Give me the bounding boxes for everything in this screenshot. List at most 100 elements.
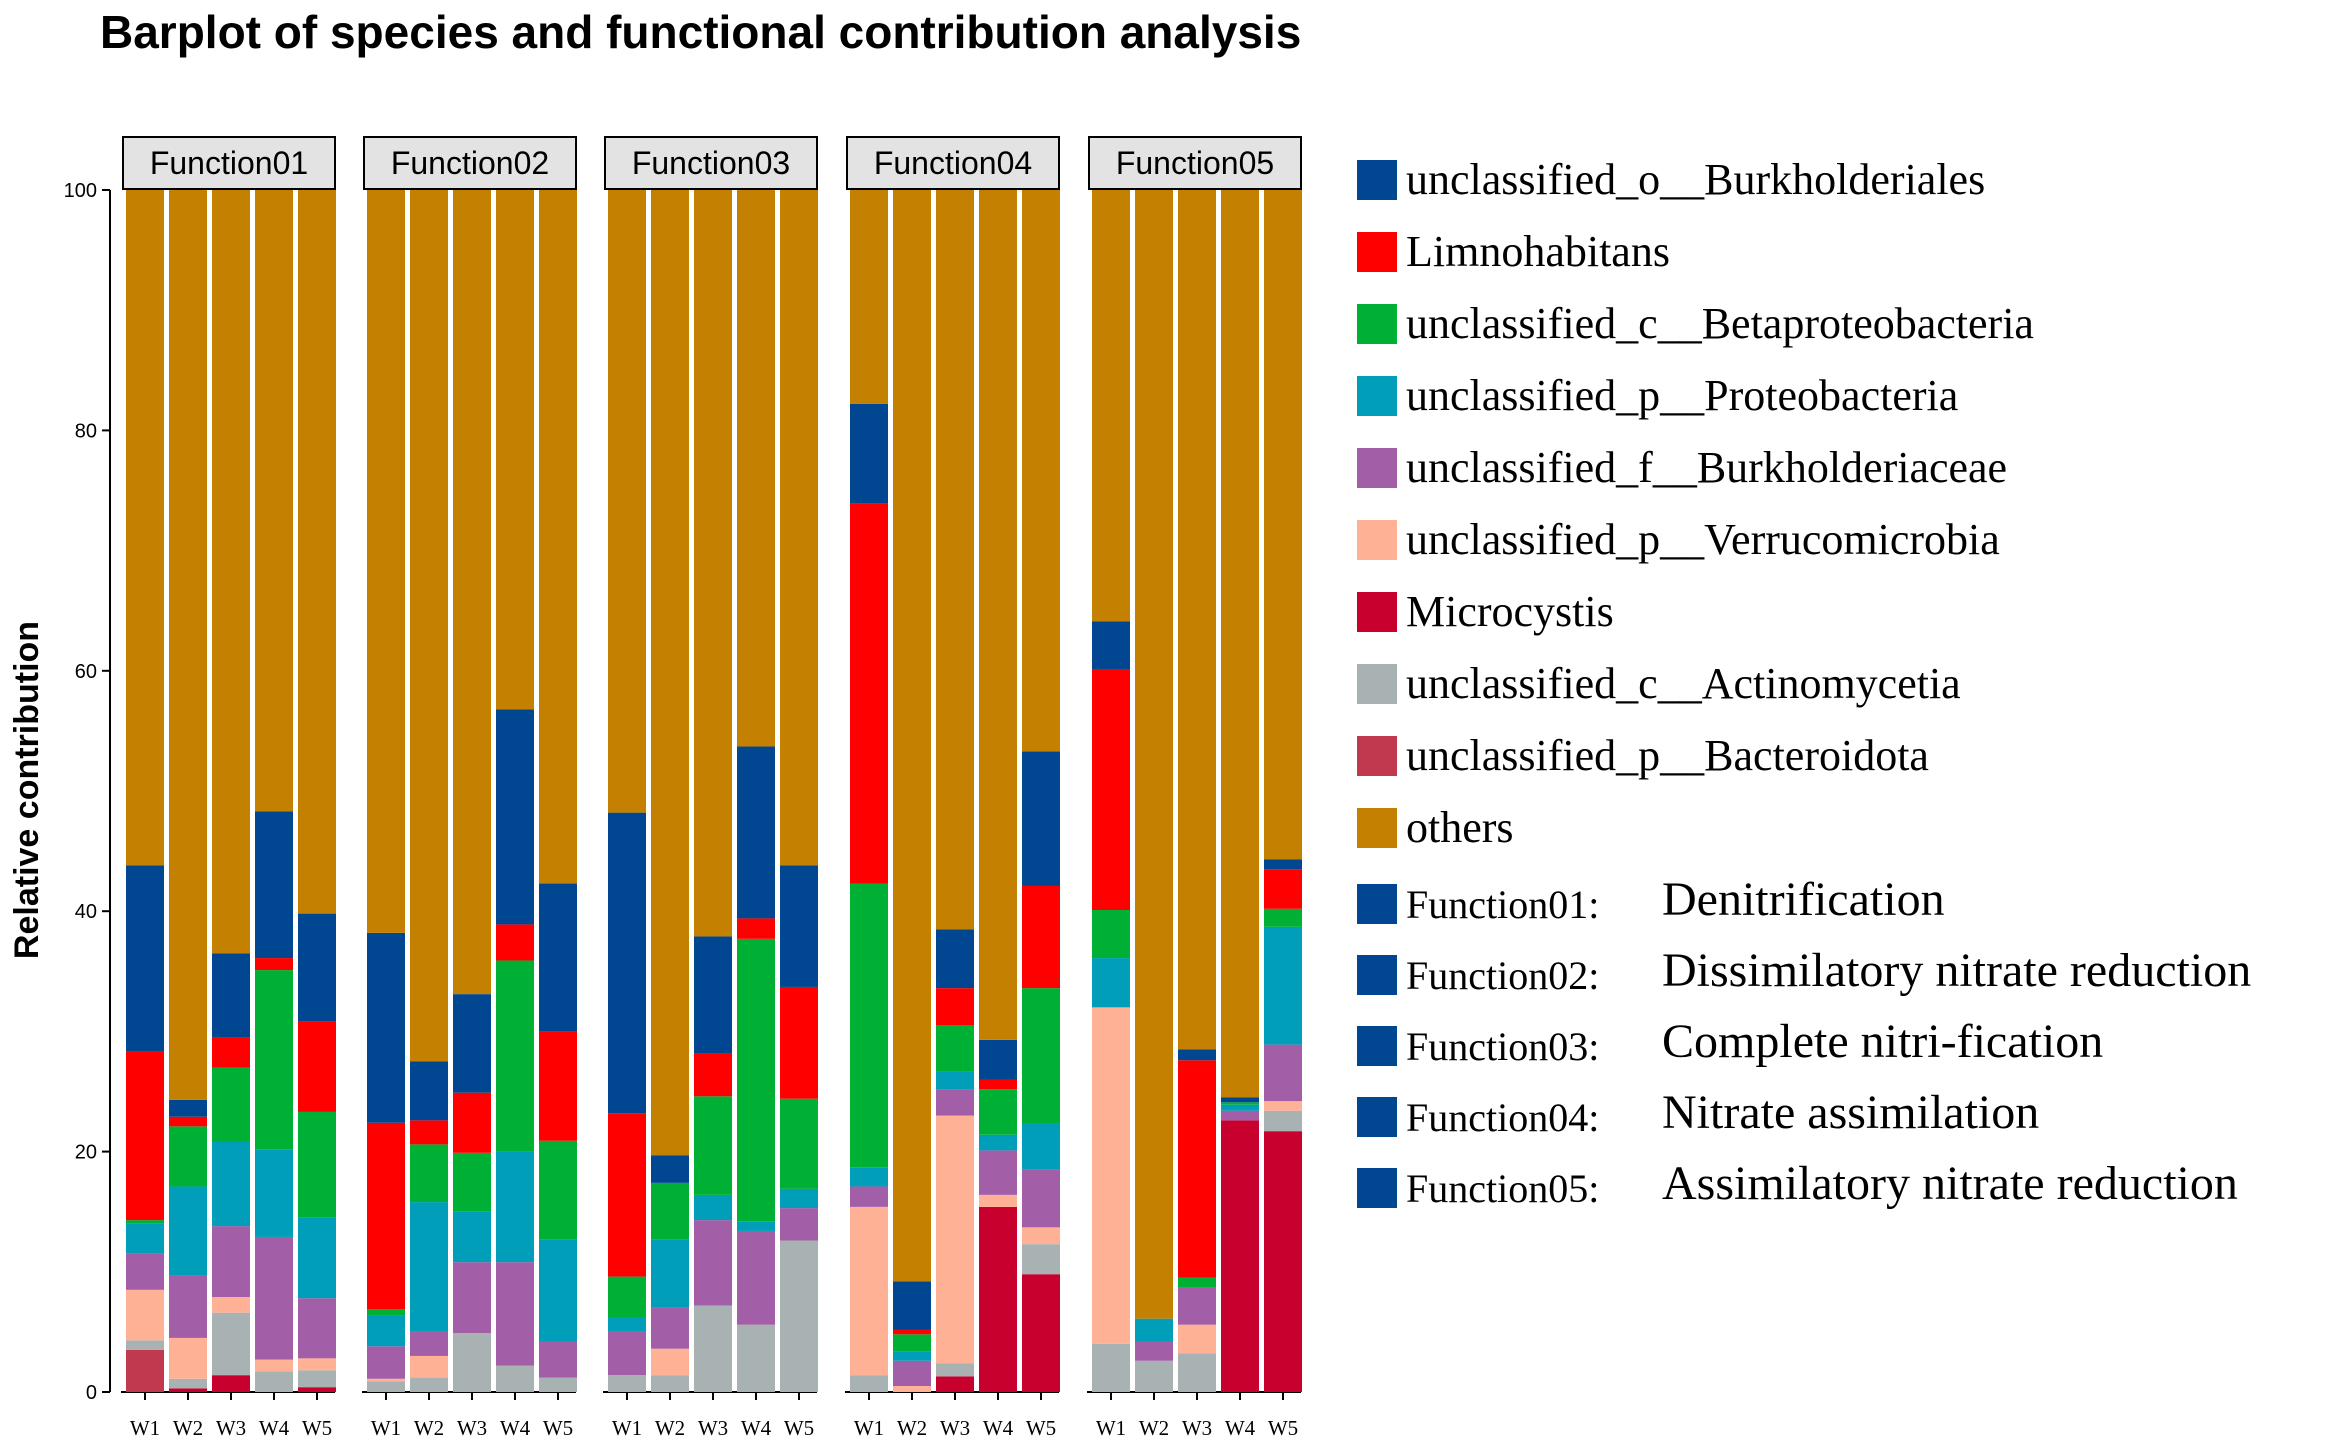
bar-segment-unclassified-c-actinomycetia	[126, 1340, 164, 1350]
panel-function04: Function04 W1 W2 W3 W4 W5	[845, 136, 1060, 1440]
bar-segment-unclassified-c-betaproteobacteria	[979, 1089, 1017, 1135]
legend-label: unclassified_p__Verrucomicrobia	[1406, 515, 2000, 564]
bar-function02-w4	[496, 190, 534, 1392]
bar-segment-unclassified-f-burkholderiaceae	[608, 1331, 646, 1376]
bar-segment-unclassified-f-burkholderiaceae	[367, 1346, 405, 1379]
legend-swatch	[1357, 376, 1397, 416]
legend-swatch	[1357, 448, 1397, 488]
bar-segment-unclassified-c-actinomycetia	[1264, 1110, 1302, 1132]
bar-function03-w2	[651, 190, 689, 1392]
bar-segment-unclassified-c-actinomycetia	[1022, 1244, 1060, 1275]
bar-segment-limnohabitans	[608, 1113, 646, 1277]
bar-segment-unclassified-c-betaproteobacteria	[126, 1220, 164, 1224]
bar-function02-w3	[453, 190, 491, 1392]
bar-segment-unclassified-c-betaproteobacteria	[1221, 1102, 1259, 1105]
bar-segment-unclassified-p-verrucomicrobia	[651, 1348, 689, 1376]
bar-segment-unclassified-p-proteobacteria	[651, 1239, 689, 1308]
legend-swatch	[1357, 736, 1397, 776]
bar-function05-w2	[1135, 190, 1173, 1392]
bar-function01-w3	[212, 190, 250, 1392]
bar-segment-limnohabitans	[1092, 669, 1130, 910]
bar-segment-unclassified-p-verrucomicrobia	[1178, 1324, 1216, 1354]
panels: Function01 W1 W2 W3 W4 W5 Function02 W1 W2 W3 W4 W5…	[121, 136, 1302, 1440]
bar-segment-unclassified-p-verrucomicrobia	[979, 1194, 1017, 1207]
bar-segment-unclassified-f-burkholderiaceae	[298, 1298, 336, 1359]
bar-segment-others	[1135, 190, 1173, 1319]
bar-segment-unclassified-c-betaproteobacteria	[1264, 908, 1302, 927]
bar-segment-unclassified-c-betaproteobacteria	[893, 1334, 931, 1352]
bar-segment-unclassified-p-proteobacteria	[255, 1149, 293, 1237]
bar-segment-limnohabitans	[737, 918, 775, 939]
bar-segment-unclassified-f-burkholderiaceae	[126, 1253, 164, 1290]
bar-segment-limnohabitans	[539, 1031, 577, 1141]
panel-strip	[122, 136, 336, 190]
bar-segment-limnohabitans	[169, 1116, 207, 1127]
legend-swatch	[1357, 304, 1397, 344]
bar-segment-others	[212, 190, 250, 954]
y-axis-label: Relative contribution	[8, 621, 46, 959]
function-legend-swatch	[1357, 1097, 1397, 1137]
x-tick-label: W3	[216, 1416, 246, 1440]
y-tick-label: 100	[64, 180, 97, 202]
bar-segment-unclassified-c-actinomycetia	[608, 1375, 646, 1392]
bar-segment-unclassified-c-betaproteobacteria	[453, 1152, 491, 1212]
panel-strip	[1088, 136, 1302, 190]
bar-segment-limnohabitans	[367, 1122, 405, 1310]
panel-function01: Function01 W1 W2 W3 W4 W5	[121, 136, 336, 1440]
bar-segment-unclassified-o-burkholderiales	[496, 709, 534, 925]
bar-function04-w3	[936, 190, 974, 1392]
bar-segment-unclassified-f-burkholderiaceae	[212, 1226, 250, 1298]
bar-segment-microcystis	[1264, 1131, 1302, 1392]
legend-swatch	[1357, 232, 1397, 272]
bar-segment-unclassified-c-actinomycetia	[936, 1363, 974, 1377]
bar-segment-unclassified-p-proteobacteria	[1135, 1318, 1173, 1342]
bar-segment-microcystis	[169, 1388, 207, 1392]
bar-segment-unclassified-p-proteobacteria	[410, 1202, 448, 1332]
bar-segment-unclassified-c-betaproteobacteria	[780, 1098, 818, 1189]
bar-segment-unclassified-c-actinomycetia	[780, 1240, 818, 1392]
bar-function02-w2	[410, 190, 448, 1392]
bar-segment-others	[539, 190, 577, 884]
bar-segment-unclassified-o-burkholderiales	[850, 403, 888, 504]
bar-function03-w4	[737, 190, 775, 1392]
bar-segment-unclassified-o-burkholderiales	[1022, 751, 1060, 886]
bar-segment-unclassified-c-actinomycetia	[694, 1305, 732, 1392]
legend-item-unclassified-f-burkholderiaceae: unclassified_f__Burkholderiaceae	[1357, 443, 2007, 492]
panel-label: Function02	[391, 145, 549, 181]
bar-segment-unclassified-f-burkholderiaceae	[850, 1186, 888, 1207]
function-legend-description: Denitrification	[1662, 873, 1945, 926]
x-tick-label: W2	[655, 1416, 685, 1440]
bar-segment-unclassified-p-proteobacteria	[694, 1194, 732, 1221]
bar-segment-unclassified-c-betaproteobacteria	[255, 970, 293, 1150]
x-tick-label: W3	[457, 1416, 487, 1440]
bar-segment-limnohabitans	[979, 1079, 1017, 1090]
bar-segment-unclassified-c-actinomycetia	[367, 1381, 405, 1392]
bar-segment-unclassified-p-proteobacteria	[539, 1239, 577, 1342]
bar-segment-unclassified-c-actinomycetia	[212, 1312, 250, 1376]
bar-segment-unclassified-c-actinomycetia	[453, 1333, 491, 1392]
bar-segment-unclassified-f-burkholderiaceae	[496, 1262, 534, 1366]
bar-segment-unclassified-p-verrucomicrobia	[212, 1297, 250, 1313]
bar-segment-microcystis	[1022, 1274, 1060, 1392]
function-legend-swatch	[1357, 884, 1397, 924]
function-legend-item-4: Function04: Nitrate assimilation	[1357, 1086, 2039, 1140]
x-tick-label: W5	[1268, 1416, 1298, 1440]
panel-function03: Function03 W1 W2 W3 W4 W5	[603, 136, 818, 1440]
bar-function04-w4	[979, 190, 1017, 1392]
bar-segment-others	[126, 190, 164, 866]
bar-segment-unclassified-c-actinomycetia	[737, 1324, 775, 1392]
x-tick-label: W4	[259, 1416, 290, 1440]
bar-segment-unclassified-f-burkholderiaceae	[1022, 1169, 1060, 1228]
function-legend-item-2: Function02: Dissimilatory nitrate reducti…	[1357, 944, 2251, 998]
bar-segment-unclassified-c-actinomycetia	[850, 1375, 888, 1392]
bar-segment-unclassified-f-burkholderiaceae	[255, 1236, 293, 1360]
function-legend-description: Assimilatory nitrate reduction	[1662, 1157, 2238, 1210]
bar-segment-limnohabitans	[255, 958, 293, 971]
bar-segment-unclassified-p-proteobacteria	[979, 1134, 1017, 1151]
legend-item-unclassified-c-betaproteobacteria: unclassified_c__Betaproteobacteria	[1357, 299, 2034, 348]
bar-segment-unclassified-p-verrucomicrobia	[893, 1385, 931, 1392]
bar-segment-limnohabitans	[410, 1120, 448, 1145]
bar-segment-limnohabitans	[1178, 1060, 1216, 1278]
y-tick-label: 80	[75, 420, 97, 442]
bar-segment-others	[169, 190, 207, 1100]
